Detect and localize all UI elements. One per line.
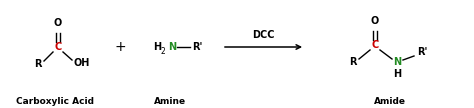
Text: C: C xyxy=(55,42,62,52)
Text: C: C xyxy=(371,40,379,50)
Text: R': R' xyxy=(192,42,202,52)
Text: O: O xyxy=(54,18,62,28)
Text: R: R xyxy=(34,59,42,69)
Text: H: H xyxy=(153,42,161,52)
Text: O: O xyxy=(371,16,379,26)
Text: +: + xyxy=(114,40,126,54)
Text: H: H xyxy=(393,69,401,79)
Text: Amine: Amine xyxy=(154,97,186,106)
Text: OH: OH xyxy=(74,58,90,68)
Text: R: R xyxy=(349,57,357,67)
Text: Amide: Amide xyxy=(374,97,406,106)
Text: Carboxylic Acid: Carboxylic Acid xyxy=(16,97,94,106)
Text: R': R' xyxy=(417,47,427,57)
Text: N: N xyxy=(168,42,176,52)
Text: N: N xyxy=(393,57,401,67)
Text: DCC: DCC xyxy=(252,30,275,40)
Text: 2: 2 xyxy=(161,47,165,56)
